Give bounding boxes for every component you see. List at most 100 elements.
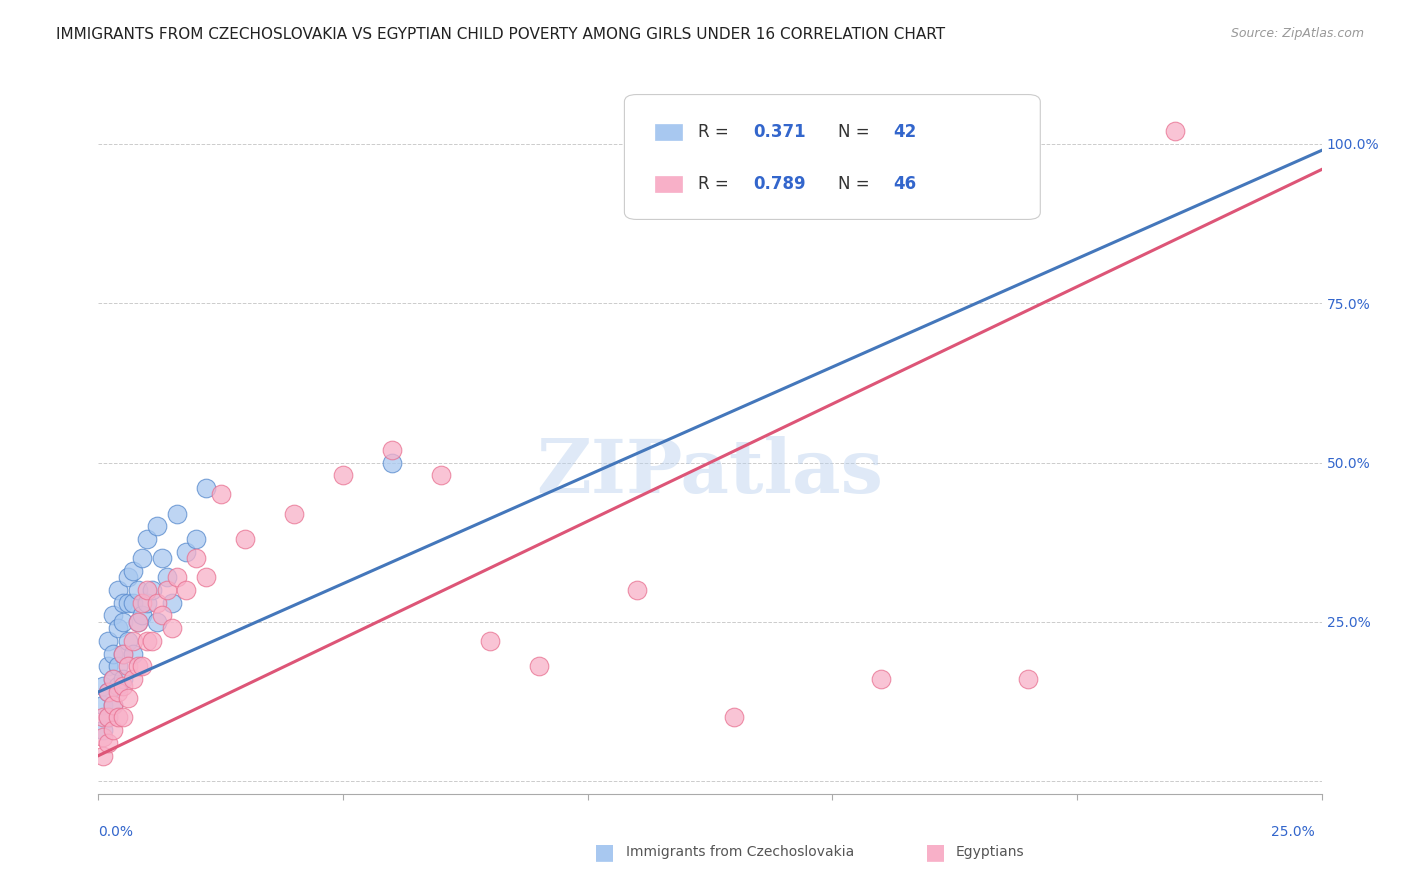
Point	[150, 551, 173, 566]
FancyBboxPatch shape	[624, 95, 1040, 219]
Point	[111, 647, 134, 661]
Point	[146, 596, 169, 610]
Point	[176, 582, 198, 597]
Point	[332, 468, 354, 483]
Text: Source: ZipAtlas.com: Source: ZipAtlas.com	[1230, 27, 1364, 40]
Point	[97, 659, 120, 673]
Point	[1164, 124, 1187, 138]
Text: Immigrants from Czechoslovakia: Immigrants from Czechoslovakia	[626, 845, 853, 859]
Point	[101, 647, 124, 661]
Point	[101, 698, 124, 712]
Point	[117, 570, 139, 584]
Point	[131, 551, 153, 566]
Text: ■: ■	[595, 842, 614, 862]
Point	[91, 748, 114, 763]
Point	[117, 634, 139, 648]
Point	[626, 582, 648, 597]
Point	[283, 507, 305, 521]
Point	[111, 615, 134, 629]
Point	[141, 582, 163, 597]
Text: N =: N =	[838, 175, 876, 193]
Point	[131, 596, 153, 610]
Point	[1017, 672, 1039, 686]
Point	[107, 685, 129, 699]
Text: 0.789: 0.789	[752, 175, 806, 193]
Point	[233, 532, 256, 546]
Point	[209, 487, 232, 501]
Point	[111, 710, 134, 724]
Point	[117, 691, 139, 706]
Point	[121, 647, 143, 661]
Point	[97, 710, 120, 724]
Point	[117, 659, 139, 673]
Point	[107, 710, 129, 724]
Text: 42: 42	[894, 123, 917, 141]
Point	[107, 659, 129, 673]
Point	[146, 519, 169, 533]
Point	[107, 679, 129, 693]
Point	[121, 634, 143, 648]
Point	[101, 608, 124, 623]
Point	[97, 685, 120, 699]
Point	[136, 582, 159, 597]
Point	[91, 710, 114, 724]
Point	[136, 596, 159, 610]
Point	[101, 698, 124, 712]
Point	[91, 730, 114, 744]
Point	[136, 634, 159, 648]
Text: 0.371: 0.371	[752, 123, 806, 141]
Point	[527, 659, 550, 673]
Point	[111, 596, 134, 610]
Point	[430, 468, 453, 483]
Point	[127, 659, 149, 673]
Point	[131, 659, 153, 673]
Point	[121, 564, 143, 578]
Point	[478, 634, 501, 648]
Point	[176, 545, 198, 559]
Bar	[655, 176, 682, 192]
Text: ZIPatlas: ZIPatlas	[537, 436, 883, 509]
Point	[381, 442, 404, 457]
Text: R =: R =	[697, 123, 734, 141]
Point	[97, 736, 120, 750]
Point	[141, 634, 163, 648]
Text: Egyptians: Egyptians	[956, 845, 1025, 859]
Point	[195, 481, 218, 495]
Point	[101, 672, 124, 686]
Point	[166, 570, 188, 584]
Point	[186, 532, 208, 546]
Point	[160, 596, 183, 610]
Text: IMMIGRANTS FROM CZECHOSLOVAKIA VS EGYPTIAN CHILD POVERTY AMONG GIRLS UNDER 16 CO: IMMIGRANTS FROM CZECHOSLOVAKIA VS EGYPTI…	[56, 27, 945, 42]
Point	[723, 710, 745, 724]
Point	[107, 621, 129, 635]
Point	[111, 679, 134, 693]
Point	[111, 647, 134, 661]
Bar	[655, 124, 682, 139]
Point	[117, 596, 139, 610]
Point	[101, 672, 124, 686]
Point	[97, 685, 120, 699]
Point	[166, 507, 188, 521]
Text: R =: R =	[697, 175, 734, 193]
Point	[127, 615, 149, 629]
Point	[870, 672, 893, 686]
Point	[156, 570, 179, 584]
Point	[97, 710, 120, 724]
Point	[121, 672, 143, 686]
Point	[127, 615, 149, 629]
Text: ■: ■	[925, 842, 945, 862]
Point	[91, 679, 114, 693]
Point	[101, 723, 124, 738]
Point	[91, 723, 114, 738]
Point	[136, 532, 159, 546]
Point	[156, 582, 179, 597]
Text: 25.0%: 25.0%	[1271, 825, 1315, 839]
Point	[111, 672, 134, 686]
Point	[381, 456, 404, 470]
Point	[186, 551, 208, 566]
Point	[131, 608, 153, 623]
Text: 46: 46	[894, 175, 917, 193]
Point	[146, 615, 169, 629]
Point	[127, 582, 149, 597]
Point	[150, 608, 173, 623]
